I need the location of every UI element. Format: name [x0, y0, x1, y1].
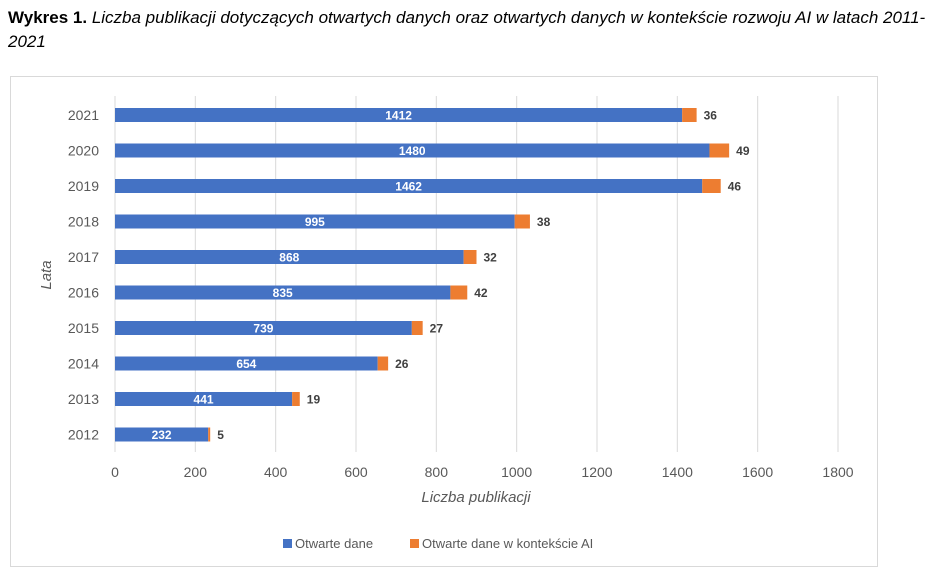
data-label-otwarte-dane-ai: 42: [474, 286, 488, 300]
x-tick-labels: 0 200 400 600 800 1000 1200 1400 1600 1800: [111, 464, 854, 480]
y-tick-label: 2020: [68, 143, 99, 159]
y-tick-label: 2019: [68, 178, 99, 194]
x-tick-label: 1600: [742, 464, 773, 480]
data-label-otwarte-dane: 232: [152, 428, 172, 442]
data-label-otwarte-dane-ai: 5: [217, 428, 224, 442]
bar-otwarte-dane: [115, 179, 703, 193]
data-label-otwarte-dane: 739: [253, 322, 273, 336]
data-label-otwarte-dane-ai: 27: [430, 322, 444, 336]
bar-otwarte-dane: [115, 285, 451, 300]
data-label-otwarte-dane-ai: 32: [484, 251, 498, 265]
bar-otwarte-dane-ai: [292, 392, 300, 406]
chart-caption: Wykres 1. Liczba publikacji dotyczących …: [8, 6, 926, 54]
bar-otwarte-dane: [115, 214, 515, 229]
bar-otwarte-dane-ai: [709, 143, 730, 158]
bar-otwarte-dane-ai: [450, 285, 468, 300]
data-label-otwarte-dane: 1412: [385, 109, 412, 123]
y-tick-label: 2016: [68, 285, 99, 301]
bar-otwarte-dane-ai: [377, 356, 389, 371]
data-label-otwarte-dane: 441: [194, 393, 214, 407]
data-label-otwarte-dane: 654: [236, 357, 256, 371]
caption-label: Wykres 1.: [8, 8, 88, 27]
y-tick-label: 2021: [68, 107, 99, 123]
bar-otwarte-dane: [115, 108, 683, 122]
legend-label: Otwarte dane: [295, 536, 373, 551]
bar-otwarte-dane: [115, 143, 710, 158]
data-label-otwarte-dane: 868: [279, 251, 299, 265]
caption-text: Liczba publikacji dotyczących otwartych …: [8, 8, 926, 51]
x-tick-label: 1800: [822, 464, 853, 480]
x-tick-label: 1000: [501, 464, 532, 480]
data-label-otwarte-dane-ai: 38: [537, 215, 551, 229]
data-label-otwarte-dane: 995: [305, 215, 325, 229]
y-axis-title: Lata: [38, 260, 55, 289]
bar-otwarte-dane: [115, 356, 378, 371]
x-tick-label: 0: [111, 464, 119, 480]
legend-swatch: [283, 539, 292, 548]
x-tick-label: 1400: [662, 464, 693, 480]
data-label-otwarte-dane-ai: 46: [728, 180, 742, 194]
y-tick-label: 2018: [68, 214, 99, 230]
y-tick-label: 2017: [68, 249, 99, 265]
data-label-otwarte-dane-ai: 49: [736, 144, 750, 158]
legend-swatch: [410, 539, 419, 548]
data-label-otwarte-dane-ai: 36: [704, 109, 718, 123]
x-tick-label: 600: [344, 464, 368, 480]
bar-otwarte-dane: [115, 427, 209, 442]
bar-otwarte-dane: [115, 250, 464, 264]
data-labels: 1412 36 1480 49 1462 46 995 38 868 32 835 42 739 27 65…: [152, 109, 750, 443]
bar-otwarte-dane-ai: [702, 179, 721, 193]
y-tick-labels: 2021 2020 2019 2018 2017 2016 2015 2014 2013 2012: [68, 107, 99, 443]
bar-otwarte-dane-ai: [411, 321, 423, 335]
x-axis-title: Liczba publikacji: [421, 489, 531, 506]
data-label-otwarte-dane: 835: [273, 286, 293, 300]
y-tick-label: 2015: [68, 320, 99, 336]
bar-otwarte-dane-ai: [208, 427, 211, 442]
x-tick-label: 200: [184, 464, 208, 480]
bars: [115, 108, 730, 442]
bar-otwarte-dane-ai: [463, 250, 477, 264]
y-tick-label: 2014: [68, 356, 99, 372]
y-tick-label: 2012: [68, 427, 99, 443]
data-label-otwarte-dane-ai: 26: [395, 357, 409, 371]
bar-otwarte-dane: [115, 321, 412, 335]
data-label-otwarte-dane-ai: 19: [307, 393, 321, 407]
bar-otwarte-dane-ai: [514, 214, 530, 229]
x-tick-label: 800: [425, 464, 449, 480]
x-tick-label: 1200: [581, 464, 612, 480]
y-tick-label: 2013: [68, 391, 99, 407]
bar-otwarte-dane: [115, 392, 293, 406]
data-label-otwarte-dane: 1480: [399, 144, 426, 158]
data-label-otwarte-dane: 1462: [395, 180, 422, 194]
legend: Otwarte dane Otwarte dane w kontekście AI: [283, 536, 593, 551]
x-tick-label: 400: [264, 464, 288, 480]
bar-otwarte-dane-ai: [682, 108, 697, 122]
legend-label: Otwarte dane w kontekście AI: [422, 536, 593, 551]
